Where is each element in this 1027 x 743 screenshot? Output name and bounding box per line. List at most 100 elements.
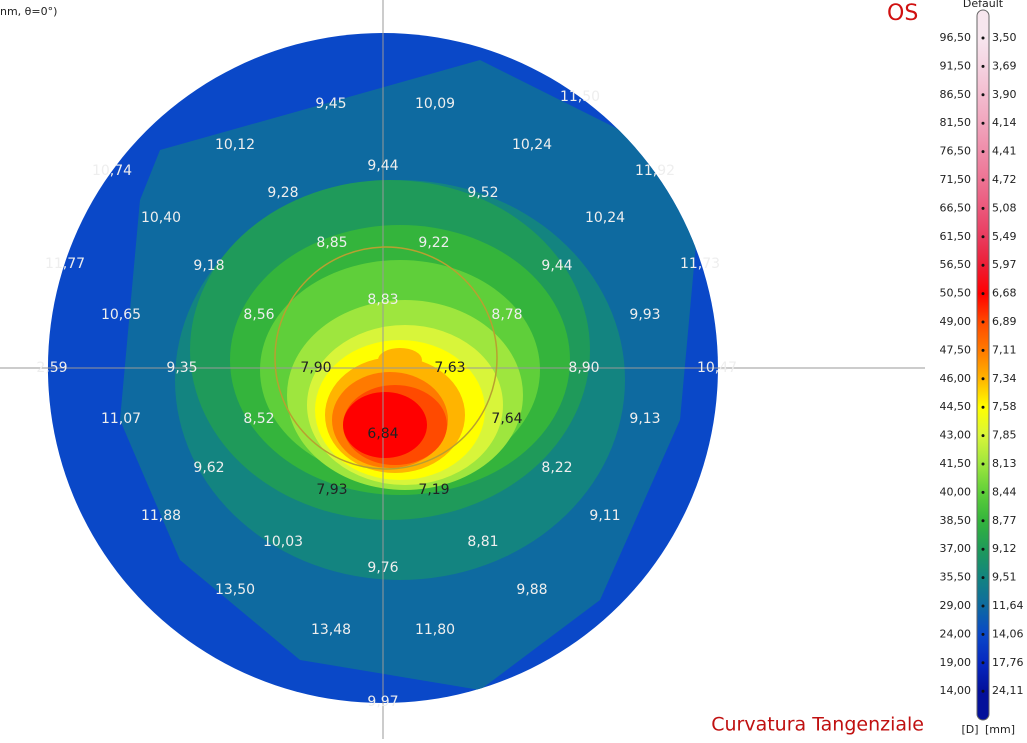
scale-mm: 6,68 — [992, 287, 1017, 300]
map-value: 9,22 — [418, 235, 449, 251]
scale-dot — [981, 263, 985, 267]
scale-dot — [981, 320, 985, 324]
map-value: 7,64 — [491, 411, 522, 427]
scale-dot — [981, 632, 985, 636]
scale-mm: 9,12 — [992, 542, 1017, 555]
map — [47, 33, 718, 703]
scale-mm: 11,64 — [992, 599, 1024, 612]
map-value: 10,74 — [92, 163, 132, 179]
map-value: 9,13 — [629, 411, 660, 427]
map-value: 9,35 — [166, 360, 197, 376]
scale-bar — [976, 9, 990, 721]
scale-mm: 3,69 — [992, 59, 1017, 72]
map-value: 11,50 — [560, 89, 600, 105]
scale-dot — [981, 178, 985, 182]
scale-d: 47,50 — [940, 343, 972, 356]
scale-d: 37,00 — [940, 542, 972, 555]
map-value: 11,73 — [680, 256, 720, 272]
map-value: 6,84 — [367, 426, 398, 442]
scale-dot — [981, 206, 985, 210]
scale-mm: 17,76 — [992, 656, 1024, 669]
scale-d: 50,50 — [940, 287, 972, 300]
scale-mm: 7,85 — [992, 429, 1017, 442]
unit-d: [D] — [961, 723, 978, 736]
map-value: 11,77 — [45, 256, 85, 272]
map-value: 8,22 — [541, 460, 572, 476]
scale-mm: 5,49 — [992, 230, 1017, 243]
scale-mm: 4,41 — [992, 145, 1017, 158]
scale-d: 40,00 — [940, 485, 972, 498]
scale-mm: 14,06 — [992, 627, 1024, 640]
scale-dot — [981, 150, 985, 154]
scale-d: 96,50 — [940, 31, 972, 44]
map-value: 10,65 — [101, 307, 141, 323]
map-value: 10,47 — [697, 360, 737, 376]
scale-d: 56,50 — [940, 258, 972, 271]
map-value: 11,80 — [415, 622, 455, 638]
scale-d: 44,50 — [940, 400, 972, 413]
scale-d: 19,00 — [940, 656, 972, 669]
scale-mm: 6,89 — [992, 315, 1017, 328]
scale-d: 29,00 — [940, 599, 972, 612]
eye: OS — [887, 1, 918, 26]
map-value: 2,59 — [36, 360, 67, 376]
map-value: 8,85 — [316, 235, 347, 251]
scale-mm: 5,97 — [992, 258, 1017, 271]
map-value: 9,45 — [315, 96, 346, 112]
map-value: 8,90 — [568, 360, 599, 376]
map-value: 7,93 — [316, 482, 347, 498]
scale-dot — [981, 576, 985, 580]
scale-d: 91,50 — [940, 59, 972, 72]
scale-mm: 8,77 — [992, 514, 1017, 527]
map-value: 8,56 — [243, 307, 274, 323]
map-value: 10,09 — [415, 96, 455, 112]
map-value: 8,83 — [367, 292, 398, 308]
scale-dot — [981, 604, 985, 608]
scale-d: 43,00 — [940, 429, 972, 442]
map-value: 8,52 — [243, 411, 274, 427]
scale-dot — [981, 519, 985, 523]
scale-d: 41,50 — [940, 457, 972, 470]
scale-dot — [981, 405, 985, 409]
scale-mm: 8,13 — [992, 457, 1017, 470]
scale-mm: 3,90 — [992, 88, 1017, 101]
map-value: 10,40 — [141, 210, 181, 226]
scale-dot — [981, 434, 985, 438]
map-value: 9,93 — [629, 307, 660, 323]
map-value: 9,52 — [467, 185, 498, 201]
scale-dot — [981, 235, 985, 239]
scale-dot — [981, 292, 985, 296]
scale-dot — [981, 689, 985, 693]
map-value: 9,88 — [516, 582, 547, 598]
scale-d: 81,50 — [940, 116, 972, 129]
map-value: 10,24 — [585, 210, 625, 226]
map-value: 13,48 — [311, 622, 351, 638]
scale-d: 71,50 — [940, 173, 972, 186]
scale-dot — [981, 64, 985, 68]
map-value: 10,12 — [215, 137, 255, 153]
scale-dot — [981, 348, 985, 352]
map-value: 7,19 — [418, 482, 449, 498]
scale-dot — [981, 661, 985, 665]
map-value: 9,11 — [589, 508, 620, 524]
scale-dot — [981, 36, 985, 40]
scale-d: 46,00 — [940, 372, 972, 385]
map-value: 13,50 — [215, 582, 255, 598]
map-value: 11,88 — [141, 508, 181, 524]
map-value: 10,24 — [512, 137, 552, 153]
scale-mm: 7,11 — [992, 343, 1017, 356]
map-value: 7,90 — [300, 360, 331, 376]
pupil-circle — [274, 246, 498, 470]
map-name: Curvatura Tangenziale — [711, 714, 924, 736]
scale-d: 38,50 — [940, 514, 972, 527]
scale-dot — [981, 490, 985, 494]
scale-d: 35,50 — [940, 571, 972, 584]
scale-mm: 4,14 — [992, 116, 1017, 129]
scale-mm: 8,44 — [992, 485, 1017, 498]
scale-dot — [981, 462, 985, 466]
scale-mm: 4,72 — [992, 173, 1017, 186]
map-value: 9,18 — [193, 258, 224, 274]
scale-mm: 9,51 — [992, 571, 1017, 584]
map-value: 9,28 — [267, 185, 298, 201]
